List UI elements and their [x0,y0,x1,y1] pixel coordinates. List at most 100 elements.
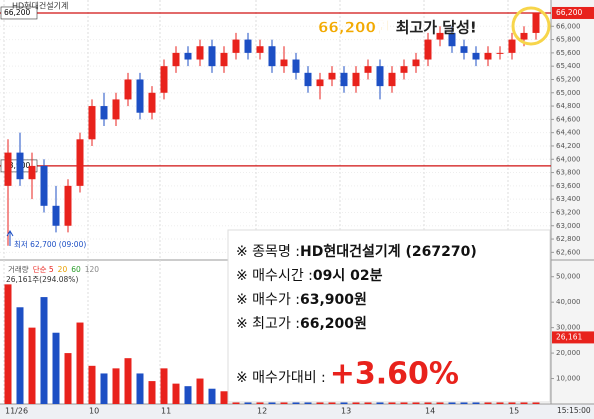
volume-bar [88,365,96,404]
y-tick-label: 64,000 [556,155,581,163]
candle-body [40,165,48,206]
x-tick-label: 10 [89,407,99,416]
volume-bar [100,373,108,404]
x-tick-label: 12 [257,407,267,416]
last-price-box [552,6,594,19]
volume-bar [208,388,216,404]
reference-label-box [0,6,38,20]
x-tick-label: 11 [161,407,171,416]
result-value: +3.60% [330,357,459,392]
volume-bar [4,284,12,404]
y-tick-label: 62,800 [556,235,581,243]
candle-body [244,39,252,53]
candle-body [64,185,72,226]
candle-body [268,46,276,67]
volume-bar [16,307,24,404]
candle-body [436,32,444,40]
x-tick-label: 11/26 [5,407,28,416]
volume-bar [52,332,60,404]
info-label: ※ 매수가 : [236,292,300,308]
last-price-label: 66,200 [556,8,582,17]
candle-body [412,59,420,67]
volume-bar [160,368,168,404]
candle-body [52,205,60,226]
time-label: 15:15:00 [557,406,591,415]
candle-body [256,46,264,53]
candle-body [316,79,324,87]
candle-body [388,72,396,87]
candle-body [460,46,468,53]
y-tick-label: 63,000 [556,222,581,230]
y-tick-label: 65,800 [556,36,581,44]
volume-subtitle: 26,161주(294.08%) [6,275,78,284]
candle-body [328,72,336,80]
volume-bar [136,373,144,404]
candle-body [232,39,240,53]
volume-bar [148,381,156,404]
candle-body [16,152,24,180]
candle-body [448,32,456,47]
candle-body [196,46,204,60]
legend-entry: 단순 5 [33,264,54,274]
candle-body [364,66,372,73]
y-tick-label: 63,600 [556,182,581,190]
y-tick-label: 64,200 [556,142,581,150]
info-value: 09시 02분 [313,268,383,284]
volume-bar [184,386,192,404]
x-tick-label: 15 [509,407,519,416]
y-tick-label: 66,000 [556,22,581,30]
candle-body [112,99,120,120]
info-value: HD현대건설기계 (267270) [300,243,477,260]
y-tick-label: 50,000 [556,273,581,281]
volume-bar [172,383,180,404]
candle-body [220,52,228,67]
x-axis-panel [0,404,594,419]
info-label: ※ 종목명 : [236,244,300,260]
y-tick-label: 63,800 [556,169,581,177]
y-tick-label: 30,000 [556,324,581,332]
candle-body [184,52,192,60]
candle-body [484,52,492,60]
candle-body [472,52,480,60]
candle-body [340,72,348,87]
x-tick-label: 14 [425,407,435,416]
volume-bar [124,358,132,404]
legend-entry: 60 [71,265,81,274]
result-label: ※ 매수가대비 : [236,370,326,386]
volume-bar [64,353,72,404]
y-tick-label: 64,800 [556,102,581,110]
candle-body [148,92,156,113]
candle-body [124,79,132,100]
candle-body [520,32,528,40]
low-annotation: 최저 62,700 (09:00) [14,239,86,249]
candle-body [496,52,504,54]
info-label: ※ 매수시간 : [236,268,313,284]
info-box [227,229,551,403]
candle-body [160,66,168,93]
candle-body [28,165,36,180]
candle-body [4,152,12,186]
legend-entry: 거래량 [8,265,29,274]
candle-body [292,59,300,73]
candle-body [76,139,84,186]
y-tick-label: 64,400 [556,129,581,137]
volume-bar [40,297,48,404]
candle-body [376,66,384,87]
y-tick-label: 63,400 [556,195,581,203]
y-tick-label: 10,000 [556,375,581,383]
overlay-layer: 최저 62,700 (09:00) 66,200 66,200원 최고가 달성! 26… [6,6,594,415]
headline-text: 최고가 달성! [396,19,477,37]
stock-name: HD현대건설기계 [12,1,68,11]
legend-entry: 120 [85,265,100,274]
legend-entry: 20 [58,265,68,274]
volume-bar [28,327,36,404]
volume-bar [196,378,204,404]
right-axis-panel [551,0,594,419]
candle-body [88,106,96,140]
y-tick-label: 65,200 [556,75,581,83]
candle-body [304,72,312,87]
y-tick-label: 63,200 [556,208,581,216]
y-tick-label: 62,600 [556,248,581,256]
candle-body [136,79,144,113]
